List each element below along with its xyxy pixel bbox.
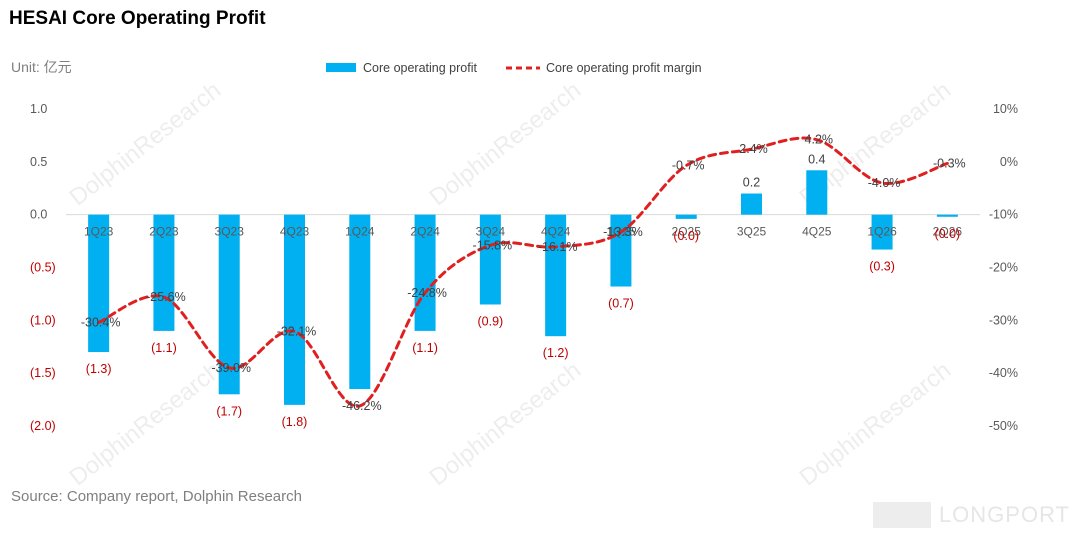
bar-data-label: (0.0) xyxy=(673,229,699,243)
line-data-labels: -30.4% -25.6% -39.0% -32.1% -46.2% -24.8% -15.… xyxy=(81,133,966,413)
brand-text: LONGPORT xyxy=(938,502,1070,527)
left-tick-label: (1.5) xyxy=(30,366,56,380)
bar-data-label: (1.3) xyxy=(86,362,112,376)
bar xyxy=(741,193,762,215)
bar-data-label: (1.1) xyxy=(412,341,438,355)
right-tick-label: -50% xyxy=(989,419,1018,433)
watermark-text: DolphinResearch xyxy=(425,357,587,492)
legend-bar-label: Core operating profit xyxy=(363,61,477,75)
line-data-label: -25.6% xyxy=(146,290,186,304)
category-label: 4Q25 xyxy=(802,225,832,239)
right-tick-label: 0% xyxy=(1000,155,1018,169)
bar-data-label: 0.4 xyxy=(808,152,825,166)
line-data-label: -0.7% xyxy=(672,159,705,173)
category-label: 4Q23 xyxy=(280,225,310,239)
left-tick-label: 0.0 xyxy=(30,208,47,222)
legend-line-label: Core operating profit margin xyxy=(546,61,702,75)
bar xyxy=(806,170,828,215)
bar xyxy=(675,214,697,219)
bar-data-labels: (1.3) (1.1) (1.7) (1.8) (1.1) (0.9) (1.2) (0.7)… xyxy=(86,152,960,429)
legend-bar-swatch xyxy=(326,63,356,72)
line-data-label: 2.4% xyxy=(739,142,768,156)
bar-data-label: (1.1) xyxy=(151,341,177,355)
bar-data-label: (0.0) xyxy=(935,227,961,241)
left-tick-label: 1.0 xyxy=(30,102,47,116)
line-data-label: -16.1% xyxy=(538,240,578,254)
right-tick-label: -40% xyxy=(989,366,1018,380)
watermark-text: DolphinResearch xyxy=(795,357,957,492)
line-data-label: -0.3% xyxy=(933,156,966,170)
source-note: Source: Company report, Dolphin Research xyxy=(11,488,302,505)
category-label: 3Q24 xyxy=(476,225,506,239)
right-axis: 10% 0% -10% -20% -30% -40% -50% xyxy=(989,102,1018,433)
line-data-label: -4.0% xyxy=(868,176,901,190)
category-label: 1Q23 xyxy=(84,225,114,239)
margin-line xyxy=(97,136,949,408)
right-tick-label: 10% xyxy=(993,102,1018,116)
line-data-label: -46.2% xyxy=(342,399,382,413)
category-label: 2Q23 xyxy=(149,225,179,239)
bar-data-label: (0.7) xyxy=(608,297,634,311)
unit-label: Unit: 亿元 xyxy=(11,59,72,75)
bar xyxy=(218,214,240,395)
watermark-text: DolphinResearch xyxy=(425,77,587,212)
legend: Core operating profit Core operating pro… xyxy=(326,61,702,75)
bar xyxy=(284,214,305,405)
line-data-label: -32.1% xyxy=(277,324,317,338)
category-label: 4Q24 xyxy=(541,225,571,239)
left-tick-label: (1.0) xyxy=(30,313,56,327)
bar-data-label: (1.7) xyxy=(216,404,242,418)
bar-data-label: (1.2) xyxy=(543,346,569,360)
bar-data-label: 0.2 xyxy=(743,176,760,190)
category-label: 1Q26 xyxy=(867,225,897,239)
bar xyxy=(610,214,632,287)
category-label: 3Q25 xyxy=(737,225,767,239)
line-data-label: 4.2% xyxy=(805,133,834,147)
brand-logo-icon xyxy=(872,502,931,528)
watermark-text: DolphinResearch xyxy=(65,357,227,492)
right-tick-label: -30% xyxy=(989,313,1018,327)
category-label: 2Q26 xyxy=(933,225,963,239)
left-tick-label: (2.0) xyxy=(30,419,56,433)
bar-series xyxy=(88,170,958,405)
brand-watermark: LONGPORT xyxy=(872,502,1070,528)
category-label: 2Q24 xyxy=(410,225,440,239)
category-label: 2Q25 xyxy=(672,225,702,239)
bar-data-label: (0.3) xyxy=(869,260,895,274)
line-data-label: -15.8% xyxy=(473,238,513,252)
bar xyxy=(936,214,958,217)
right-tick-label: -20% xyxy=(989,261,1018,275)
line-data-label: -13.3% xyxy=(603,225,643,239)
watermark-text: DolphinResearch xyxy=(65,77,227,212)
left-axis: 1.0 0.5 0.0 (0.5) (1.0) (1.5) (2.0) xyxy=(30,102,56,433)
bar xyxy=(479,214,501,305)
left-tick-label: 0.5 xyxy=(30,155,47,169)
category-labels: 1Q23 2Q23 3Q23 4Q23 1Q24 2Q24 3Q24 4Q24 1Q25 2Q25… xyxy=(84,225,962,239)
bar xyxy=(88,214,110,353)
bar-data-label: (0.9) xyxy=(478,314,504,328)
left-tick-label: (0.5) xyxy=(30,261,56,275)
bar-data-label: (1.8) xyxy=(282,415,308,429)
line-data-label: -30.4% xyxy=(81,315,121,329)
line-data-label: -39.0% xyxy=(211,361,251,375)
bar xyxy=(153,214,175,331)
category-label: 3Q23 xyxy=(215,225,245,239)
category-label: 1Q24 xyxy=(345,225,375,239)
chart-title: HESAI Core Operating Profit xyxy=(9,8,266,29)
right-tick-label: -10% xyxy=(989,208,1018,222)
bar xyxy=(871,214,893,250)
bar xyxy=(349,214,371,390)
line-data-label: -24.8% xyxy=(407,286,447,300)
